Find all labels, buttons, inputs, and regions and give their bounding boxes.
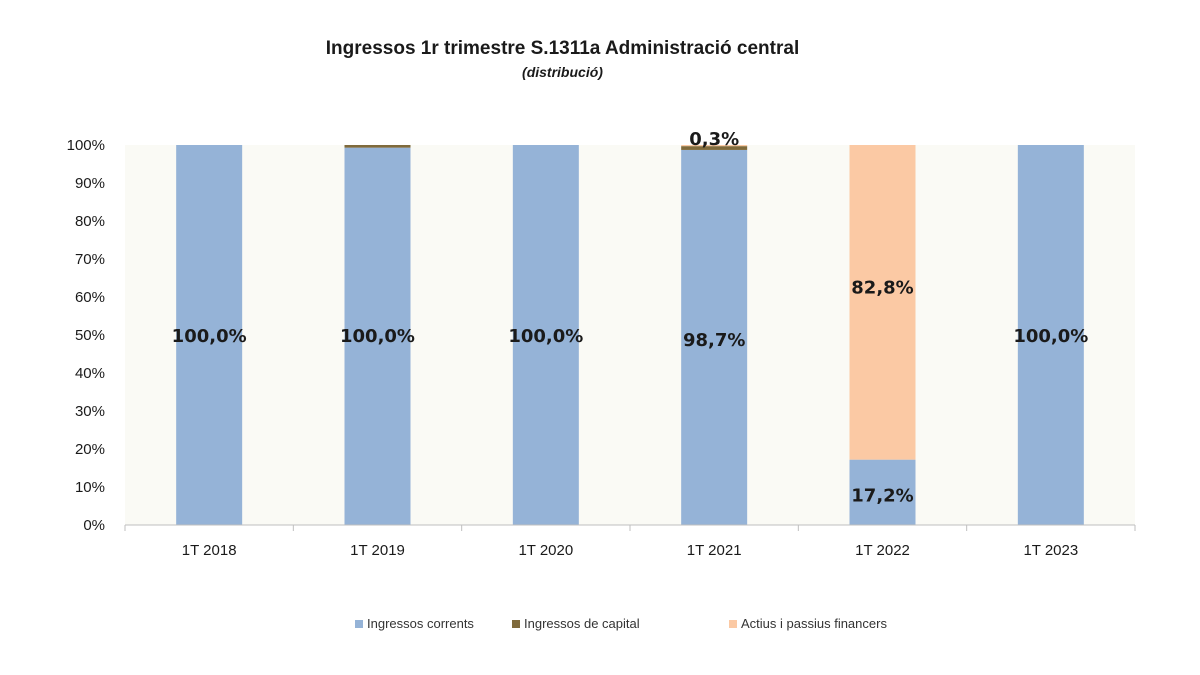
data-label: 0,3% [689, 129, 739, 150]
bar-segment [849, 459, 916, 525]
y-tick-label: 60% [75, 289, 105, 306]
data-label: 98,7% [683, 330, 745, 351]
chart-subtitle: (distribució) [522, 64, 603, 80]
x-tick-label: 1T 2018 [182, 542, 237, 559]
x-tick-label: 1T 2019 [350, 542, 405, 559]
data-label: 100,0% [340, 326, 415, 347]
y-tick-label: 10% [75, 479, 105, 496]
legend-item: Ingressos corrents [355, 616, 474, 631]
legend-item: Ingressos de capital [512, 616, 640, 631]
legend-label: Actius i passius financers [741, 616, 887, 631]
y-tick-label: 20% [75, 441, 105, 458]
x-tick-label: 1T 2023 [1023, 542, 1078, 559]
bar-segment [176, 145, 243, 525]
y-tick-label: 40% [75, 365, 105, 382]
plot-area [125, 145, 1135, 525]
y-tick-label: 80% [75, 213, 105, 230]
bar-segment [344, 147, 411, 525]
bar-segment [512, 145, 579, 525]
legend-label: Ingressos de capital [524, 616, 640, 631]
legend-swatch [355, 619, 363, 628]
y-tick-label: 70% [75, 251, 105, 268]
data-label: 100,0% [1013, 326, 1088, 347]
y-tick-label: 90% [75, 175, 105, 192]
bar-segment [849, 145, 916, 460]
y-tick-label: 100% [67, 137, 105, 154]
legend-label: Ingressos corrents [367, 616, 474, 631]
bar-segment [344, 145, 411, 148]
bar-segment [681, 149, 748, 525]
y-tick-label: 0% [83, 517, 105, 534]
data-label: 17,2% [851, 486, 913, 507]
legend-swatch [729, 619, 737, 628]
bar-segment [681, 145, 748, 147]
x-tick-label: 1T 2022 [855, 542, 910, 559]
y-tick-label: 30% [75, 403, 105, 420]
bar-segment [681, 146, 748, 150]
data-label: 82,8% [851, 278, 913, 299]
x-tick-label: 1T 2020 [518, 542, 573, 559]
data-label: 100,0% [172, 326, 247, 347]
legend-item: Actius i passius financers [729, 616, 887, 631]
chart-title: Ingressos 1r trimestre S.1311a Administr… [325, 38, 800, 59]
x-tick-label: 1T 2021 [687, 542, 742, 559]
y-tick-label: 50% [75, 327, 105, 344]
legend-swatch [512, 619, 520, 628]
bar-segment [1017, 145, 1084, 525]
data-label: 100,0% [508, 326, 583, 347]
chart-legend: Ingressos corrents Ingressos de capital Ac… [0, 616, 1200, 636]
